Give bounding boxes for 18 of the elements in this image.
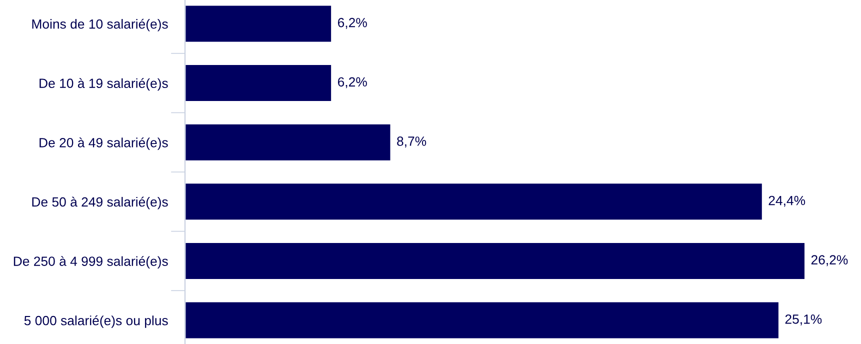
bar: [185, 4, 332, 44]
y-tick-label: De 10 à 19 salarié(e)s: [40, 78, 168, 91]
y-tick-label: De 50 à 249 salarié(e)s: [32, 196, 168, 210]
data-label: 8,7%: [397, 136, 426, 148]
data-label: 6,2%: [338, 18, 367, 29]
bar: [185, 64, 332, 102]
bar: [185, 300, 780, 340]
y-tick-label: De 20 à 49 salarié(e)s: [40, 137, 168, 150]
data-label: 25,1%: [785, 314, 822, 326]
data-label: 24,4%: [768, 196, 806, 207]
bar: [185, 242, 806, 280]
bar: [185, 182, 764, 222]
y-tick-label: Moins de 10 salarié(e)s: [32, 18, 168, 32]
bar: [185, 122, 392, 162]
data-label: 6,2%: [338, 77, 367, 88]
data-label: 26,2%: [811, 255, 848, 266]
y-tick-label: 5 000 salarié(e)s ou plus: [24, 315, 168, 328]
y-tick-label: De 250 à 4 999 salarié(e)s: [14, 256, 168, 269]
